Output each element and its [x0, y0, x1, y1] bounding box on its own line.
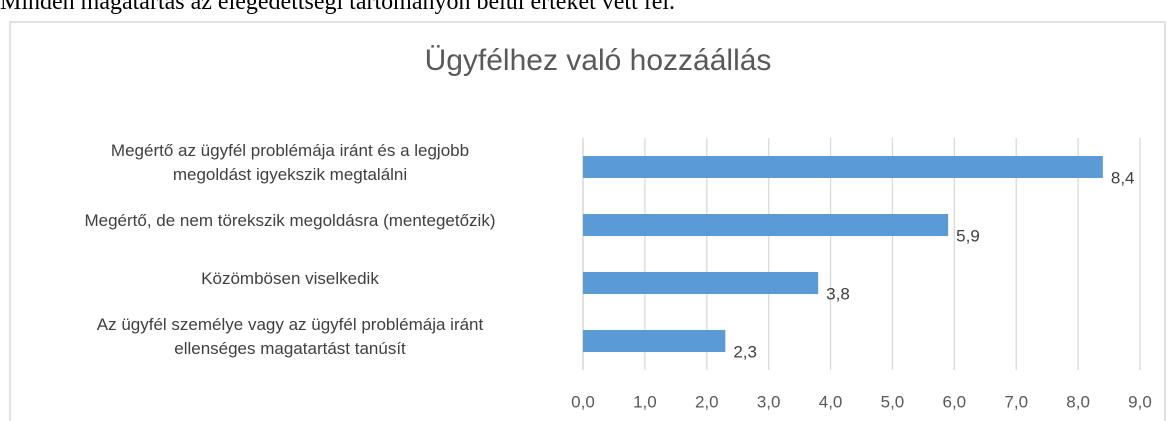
- data-label: 2,3: [733, 342, 757, 361]
- x-tick-label: 6,0: [943, 392, 967, 411]
- x-tick-label: 8,0: [1066, 392, 1090, 411]
- x-tick-label: 4,0: [819, 392, 843, 411]
- data-label: 5,9: [956, 226, 980, 245]
- x-tick-label: 2,0: [695, 392, 719, 411]
- bar: [583, 214, 949, 236]
- chart-title: Ügyfélhez való hozzáállás: [425, 44, 772, 77]
- bar: [583, 156, 1103, 178]
- y-tick-label: Az ügyfél személye vagy az ügyfél problé…: [96, 315, 484, 358]
- bar: [583, 330, 726, 352]
- x-tick-label: 1,0: [633, 392, 657, 411]
- x-tick-label: 3,0: [757, 392, 781, 411]
- x-tick-label: 9,0: [1128, 392, 1152, 411]
- header-text: Minden magatartás az elégedettségi tarto…: [0, 0, 676, 15]
- bar: [583, 272, 819, 294]
- x-tick-label: 7,0: [1004, 392, 1028, 411]
- x-tick-label: 0,0: [571, 392, 595, 411]
- chart-border: [9, 21, 1166, 421]
- x-tick-label: 5,0: [881, 392, 905, 411]
- y-tick-label: Megértő az ügyfél problémája iránt és a …: [110, 141, 470, 184]
- data-label: 8,4: [1111, 168, 1135, 187]
- data-label: 3,8: [826, 284, 850, 303]
- y-tick-label: Közömbösen viselkedik: [201, 269, 379, 288]
- y-tick-label: Megértő, de nem törekszik megoldásra (me…: [84, 211, 496, 230]
